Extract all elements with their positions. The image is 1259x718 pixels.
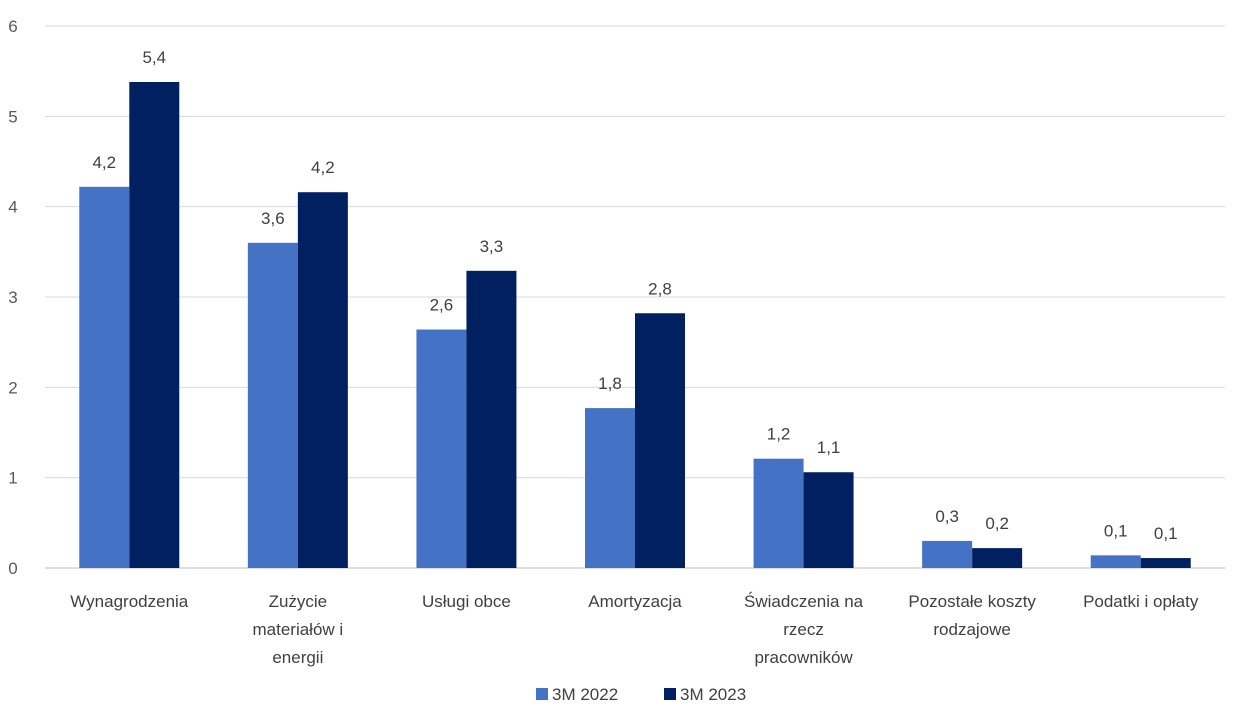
y-axis-tick-labels: 0 1 2 3 4 5 6 (8, 17, 17, 578)
x-category-label: Podatki i opłaty (1083, 592, 1199, 611)
x-category-label: Pozostałe koszty (908, 592, 1036, 611)
legend-label: 3M 2023 (680, 685, 746, 704)
bars (79, 82, 1191, 569)
x-category-label: Zużycie (269, 592, 328, 611)
x-category-label: rzecz (783, 620, 824, 639)
x-category-label: energii (272, 648, 323, 667)
data-label: 1,1 (817, 438, 841, 457)
data-label: 5,4 (142, 48, 166, 67)
data-label: 3,3 (480, 237, 504, 256)
bar (1140, 558, 1191, 568)
bar (297, 192, 348, 569)
bar (129, 82, 180, 569)
x-axis-category-labels: Wynagrodzenia Zużycie materiałów i energii U… (70, 592, 1199, 667)
x-category-label: rodzajowe (933, 620, 1011, 639)
data-label: 4,2 (311, 158, 335, 177)
data-label: 0,3 (935, 507, 959, 526)
legend: 3M 2022 3M 2023 (536, 685, 746, 704)
legend-swatch (536, 688, 548, 700)
y-tick-label: 1 (8, 469, 17, 488)
y-tick-label: 6 (8, 17, 17, 36)
data-label: 2,8 (648, 279, 672, 298)
x-category-label: Wynagrodzenia (70, 592, 189, 611)
data-label: 1,8 (598, 374, 622, 393)
y-tick-label: 4 (8, 198, 17, 217)
bar (466, 270, 517, 568)
x-category-label: Świadczenia na (744, 592, 864, 611)
legend-label: 3M 2022 (552, 685, 618, 704)
y-tick-label: 5 (8, 107, 17, 126)
data-label: 2,6 (430, 296, 454, 315)
bar (635, 313, 685, 568)
y-tick-label: 0 (8, 559, 17, 578)
x-category-label: materiałów i (253, 620, 344, 639)
bar (922, 540, 973, 568)
data-label: 0,1 (1154, 524, 1178, 543)
bar (972, 548, 1023, 568)
y-tick-label: 2 (8, 378, 17, 397)
x-category-label: pracowników (754, 648, 853, 667)
x-category-label: Amortyzacja (588, 592, 682, 611)
bar (753, 458, 804, 568)
data-label: 3,6 (261, 209, 285, 228)
bar (79, 186, 130, 568)
bar (416, 329, 467, 568)
data-label: 0,1 (1104, 521, 1128, 540)
y-tick-label: 3 (8, 288, 17, 307)
bar (1090, 555, 1141, 568)
data-label: 0,2 (985, 514, 1009, 533)
data-labels: 4,2 5,4 3,6 4,2 2,6 3,3 1,8 2,8 1,2 1,1 0,3 0,2 0,1 0… (92, 48, 1177, 543)
data-label: 4,2 (92, 153, 116, 172)
bar (803, 472, 854, 568)
data-label: 1,2 (767, 425, 791, 444)
legend-swatch (664, 688, 676, 700)
bar (247, 242, 298, 569)
x-category-label: Usługi obce (422, 592, 511, 611)
bar (585, 408, 635, 568)
